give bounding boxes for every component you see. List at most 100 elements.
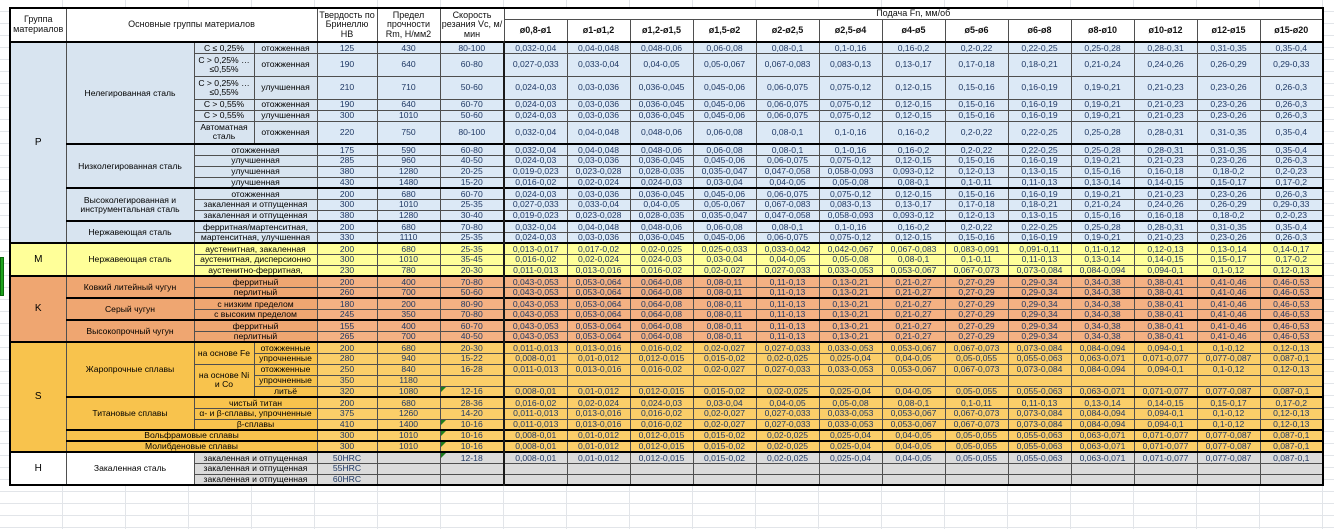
- cell-strength[interactable]: 1110: [376, 231, 441, 244]
- cell-feed[interactable]: 0,1-0,11: [944, 396, 1009, 409]
- cell-cutting-speed[interactable]: 20-25: [439, 165, 505, 178]
- cell-cutting-speed[interactable]: 35-45: [439, 253, 505, 266]
- cell-feed[interactable]: 0,008-0,01: [503, 385, 568, 398]
- cell-cutting-speed[interactable]: 50-60: [439, 286, 505, 299]
- cell-feed[interactable]: [944, 473, 1009, 486]
- cell-feed[interactable]: 0,075-0,12: [818, 109, 883, 122]
- cell-feed[interactable]: 0,013-0,016: [566, 418, 631, 431]
- cell-material-category[interactable]: закаленная и отпущенная: [193, 473, 318, 486]
- cell-feed[interactable]: 0,083-0,13: [818, 52, 883, 77]
- cell-feed[interactable]: 0,12-0,15: [881, 109, 946, 122]
- cell-feed[interactable]: 0,13-0,14: [1070, 176, 1135, 189]
- cell-feed[interactable]: 0,016-0,02: [629, 341, 694, 354]
- cell-feed[interactable]: 0,27-0,29: [944, 308, 1009, 321]
- cell-feed[interactable]: [503, 473, 568, 486]
- cell-feed[interactable]: 0,1-0,16: [818, 220, 883, 233]
- cell-feed[interactable]: 0,053-0,067: [881, 341, 946, 354]
- cell-subcategory[interactable]: закаленная и отпущенная: [193, 451, 318, 464]
- cell-feed[interactable]: 0,14-0,17: [1259, 242, 1324, 255]
- cell-feed[interactable]: 0,036-0,045: [629, 187, 694, 200]
- cell-feed[interactable]: 0,34-0,38: [1070, 308, 1135, 321]
- cell-feed[interactable]: 0,31-0,35: [1196, 220, 1261, 233]
- cell-subcategory[interactable]: ферритный: [193, 319, 318, 332]
- cell-feed[interactable]: 0,025-0,04: [818, 385, 883, 398]
- cell-material-category[interactable]: улучшенная: [193, 154, 318, 167]
- cell-feed[interactable]: [881, 462, 946, 475]
- cell-feed[interactable]: [692, 473, 757, 486]
- cell-feed[interactable]: 0,058-0,093: [818, 165, 883, 178]
- cell-hardness[interactable]: 300: [316, 198, 378, 211]
- cell-hardness[interactable]: 200: [316, 187, 378, 200]
- cell-feed[interactable]: 0,16-0,19: [1007, 75, 1072, 100]
- cell-feed[interactable]: 0,01-0,012: [566, 385, 631, 398]
- cell-feed[interactable]: 0,024-0,03: [503, 187, 568, 200]
- cell-feed[interactable]: 0,075-0,12: [818, 75, 883, 100]
- cell-feed[interactable]: 0,03-0,036: [566, 98, 631, 111]
- cell-feed[interactable]: 0,05-0,08: [818, 396, 883, 409]
- cell-strength[interactable]: 1010: [376, 440, 441, 453]
- cell-feed[interactable]: 0,02-0,027: [692, 341, 757, 354]
- cell-feed[interactable]: 0,093-0,12: [881, 209, 946, 222]
- cell-feed[interactable]: 0,23-0,26: [1196, 109, 1261, 122]
- cell-feed[interactable]: 0,015-0,02: [692, 451, 757, 464]
- cell-feed[interactable]: 0,35-0,4: [1259, 41, 1324, 54]
- cell-feed[interactable]: 0,024-0,03: [503, 75, 568, 100]
- cell-feed[interactable]: 0,34-0,38: [1070, 319, 1135, 332]
- cell-feed[interactable]: 0,12-0,13: [1259, 418, 1324, 431]
- cell-feed[interactable]: [1007, 462, 1072, 475]
- cell-strength[interactable]: 680: [376, 187, 441, 200]
- header-material-group[interactable]: Группа материалов: [9, 7, 67, 43]
- cell-hardness[interactable]: 190: [316, 52, 378, 77]
- cell-material-category[interactable]: закаленная и отпущенная: [193, 462, 318, 475]
- cell-feed[interactable]: 0,063-0,071: [1070, 385, 1135, 398]
- header-main-groups[interactable]: Основные группы материалов: [65, 7, 318, 43]
- cell-feed[interactable]: 0,02-0,024: [566, 253, 631, 266]
- cell-feed[interactable]: 0,035-0,047: [692, 209, 757, 222]
- cell-hardness[interactable]: 155: [316, 319, 378, 332]
- cell-feed[interactable]: 0,29-0,34: [1007, 308, 1072, 321]
- cell-feed[interactable]: 0,087-0,1: [1259, 451, 1324, 464]
- cell-feed[interactable]: 0,28-0,31: [1133, 41, 1198, 54]
- cell-feed[interactable]: 0,064-0,08: [629, 319, 694, 332]
- cell-cutting-speed[interactable]: 12-18: [439, 451, 505, 464]
- cell-feed[interactable]: 0,075-0,12: [818, 154, 883, 167]
- cell-feed[interactable]: [566, 473, 631, 486]
- cell-feed[interactable]: 0,11-0,13: [1007, 253, 1072, 266]
- cell-feed[interactable]: 0,033-0,053: [818, 264, 883, 277]
- cell-feed[interactable]: 0,15-0,16: [944, 187, 1009, 200]
- cell-feed[interactable]: 0,017-0,02: [566, 242, 631, 255]
- cell-cutting-speed[interactable]: 50-60: [439, 109, 505, 122]
- cell-feed[interactable]: 0,16-0,19: [1007, 98, 1072, 111]
- cell-feed[interactable]: 0,08-0,11: [692, 286, 757, 299]
- cell-feed[interactable]: 0,1-0,12: [1196, 407, 1261, 420]
- cell-feed[interactable]: 0,38-0,41: [1133, 330, 1198, 343]
- cell-feed[interactable]: 0,22-0,25: [1007, 220, 1072, 233]
- cell-feed[interactable]: 0,064-0,08: [629, 286, 694, 299]
- cell-cutting-speed[interactable]: 10-16: [439, 440, 505, 453]
- cell-feed[interactable]: 0,055-0,063: [1007, 440, 1072, 453]
- cell-feed[interactable]: 0,011-0,013: [503, 363, 568, 376]
- cell-feed[interactable]: 0,08-0,1: [881, 396, 946, 409]
- cell-feed[interactable]: 0,053-0,064: [566, 275, 631, 288]
- cell-material-category[interactable]: C > 0,55%: [193, 98, 255, 111]
- cell-feed[interactable]: 0,17-0,18: [944, 52, 1009, 77]
- cell-feed[interactable]: 0,46-0,53: [1259, 286, 1324, 299]
- cell-material-category[interactable]: закаленная и отпущенная: [193, 209, 318, 222]
- cell-feed[interactable]: 0,34-0,38: [1070, 275, 1135, 288]
- cell-feed[interactable]: 0,17-0,18: [944, 198, 1009, 211]
- cell-feed[interactable]: 0,06-0,08: [692, 41, 757, 54]
- cell-material-category[interactable]: Нержавеющая сталь: [65, 242, 195, 277]
- cell-feed[interactable]: 0,094-0,1: [1133, 363, 1198, 376]
- cell-feed[interactable]: 0,18-0,21: [1007, 52, 1072, 77]
- cell-feed[interactable]: 0,15-0,16: [1070, 209, 1135, 222]
- cell-feed[interactable]: 0,077-0,087: [1196, 451, 1261, 464]
- cell-feed[interactable]: 0,26-0,3: [1259, 98, 1324, 111]
- cell-feed[interactable]: 0,071-0,077: [1133, 352, 1198, 365]
- cell-feed[interactable]: 0,12-0,13: [1259, 341, 1324, 354]
- cell-feed[interactable]: 0,019-0,023: [503, 209, 568, 222]
- cell-hardness[interactable]: 60HRC: [316, 473, 378, 486]
- cell-feed[interactable]: 0,04-0,048: [566, 143, 631, 156]
- cell-feed[interactable]: 0,03-0,04: [692, 253, 757, 266]
- cell-feed[interactable]: 0,033-0,053: [818, 363, 883, 376]
- cell-feed[interactable]: 0,08-0,1: [881, 253, 946, 266]
